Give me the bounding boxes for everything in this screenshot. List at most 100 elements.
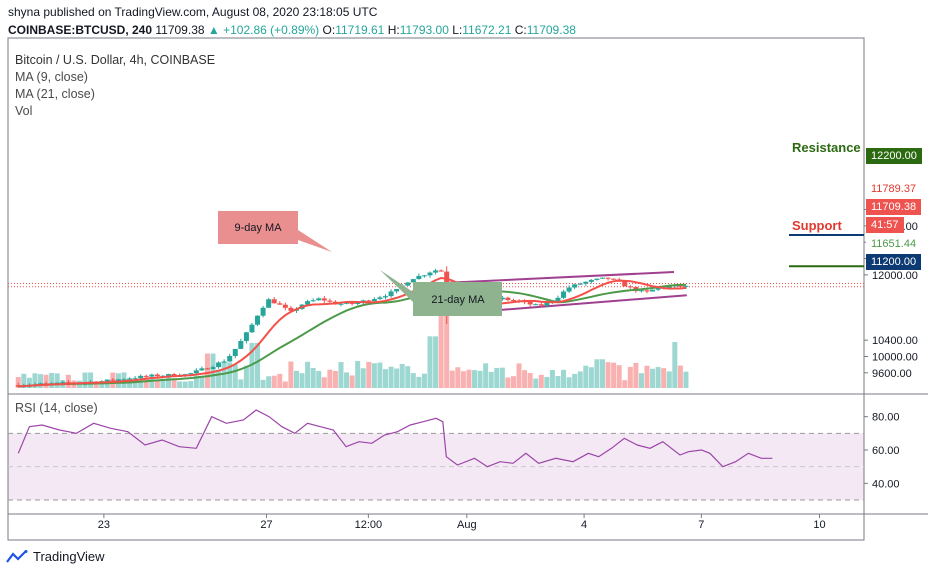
candle-body (321, 298, 327, 301)
volume-bar (577, 371, 583, 388)
candle-body (388, 291, 394, 297)
candle-body (149, 374, 155, 377)
volume-bar (488, 371, 494, 388)
volume-bar (522, 370, 528, 388)
volume-bar (622, 380, 628, 388)
candle-body (566, 287, 572, 292)
candle-body (310, 300, 316, 302)
candle-body (38, 383, 44, 385)
candle-body (232, 348, 238, 356)
close-value: 11709.38 (526, 23, 576, 37)
volume-bar (138, 381, 144, 388)
volume-bar (683, 371, 689, 388)
candle-body (238, 341, 244, 349)
candle-body (171, 374, 177, 377)
tradingview-brand: TradingView (33, 549, 105, 564)
volume-bar (282, 381, 288, 388)
candle-body (132, 378, 138, 380)
volume-bar (516, 363, 522, 388)
candle-body (533, 304, 539, 306)
candle-body (327, 300, 333, 302)
candle-body (538, 304, 544, 306)
volume-bar (232, 364, 238, 388)
candle-body (505, 297, 511, 301)
candle-body (216, 362, 222, 368)
volume-bar (255, 342, 261, 388)
candle-body (166, 374, 171, 376)
ma21-callout-box (380, 270, 502, 316)
volume-bar (277, 373, 283, 388)
volume-bar (672, 342, 678, 388)
time-tick-label: Aug (457, 519, 477, 531)
volume-bar (427, 336, 433, 388)
volume-bar (204, 353, 210, 388)
volume-bar (271, 375, 277, 388)
candle-body (266, 299, 272, 308)
volume-bar (644, 365, 650, 388)
close-label: C: (514, 23, 527, 37)
rsi-line (17, 409, 773, 468)
candle-body (221, 361, 227, 363)
volume-bar (54, 373, 60, 388)
volume-bar (444, 306, 450, 388)
resistance-label: Resistance (792, 140, 861, 155)
low-value: 11672.21 (462, 23, 512, 37)
candle-body (338, 303, 344, 305)
candle-body (644, 290, 650, 292)
candle-body (271, 299, 277, 304)
open-value: 11719.61 (335, 23, 385, 37)
time-tick-label: 4 (581, 519, 587, 531)
legend-ma21[interactable]: MA (21, close) (15, 87, 95, 101)
volume-bar (238, 379, 244, 388)
candle-body (260, 307, 266, 316)
price-tick-label: 9600.00 (872, 368, 912, 380)
candle-body (210, 367, 216, 369)
volume-bar (332, 370, 338, 388)
legend-volume[interactable]: Vol (15, 104, 33, 118)
candle-body (349, 302, 355, 304)
volume-bar (166, 377, 171, 388)
volume-bar (49, 372, 55, 388)
ma9-callout-box (218, 211, 332, 252)
volume-bar (544, 376, 550, 388)
volume-bar (182, 381, 188, 388)
ma9-callout-text: 9-day MA (234, 222, 282, 234)
candle-body (199, 368, 205, 371)
candle-body (427, 272, 433, 276)
candle-body (277, 303, 283, 305)
volume-bar (421, 373, 427, 388)
legend-ma9[interactable]: MA (9, close) (15, 70, 88, 84)
volume-bar (460, 371, 466, 388)
rsi-tick-label: 80.00 (872, 412, 900, 424)
volume-bar (655, 367, 661, 388)
volume-bar (221, 361, 227, 388)
volume-bar (99, 381, 105, 388)
volume-bar (510, 376, 516, 388)
candle-body (555, 297, 561, 301)
candle-body (366, 300, 372, 302)
candle-body (188, 373, 194, 375)
rsi-tick-label: 40.00 (872, 478, 900, 490)
volume-bar (438, 306, 444, 388)
volume-bar (594, 359, 600, 388)
candle-body (410, 279, 416, 283)
time-tick-label: 12:00 (355, 519, 383, 531)
price-tick-label: 10400.00 (872, 335, 918, 347)
high-label: H: (387, 23, 400, 37)
volume-bar (310, 367, 316, 388)
symbol-name: COINBASE:BTCUSD, 240 (8, 23, 153, 37)
candle-body (60, 382, 66, 384)
candle-body (115, 379, 121, 381)
volume-bar (611, 362, 617, 388)
volume-bar (616, 365, 622, 388)
channel-upper-line (442, 271, 675, 285)
legend-rsi[interactable]: RSI (14, close) (15, 401, 98, 415)
time-tick-label: 23 (98, 519, 110, 531)
tradingview-logo[interactable]: TradingView (6, 549, 105, 564)
volume-bar (627, 366, 633, 388)
last-price-tag: 11709.38 (866, 199, 922, 215)
volume-bar (344, 372, 350, 388)
candle-body (316, 298, 322, 301)
volume-bar (243, 365, 249, 388)
